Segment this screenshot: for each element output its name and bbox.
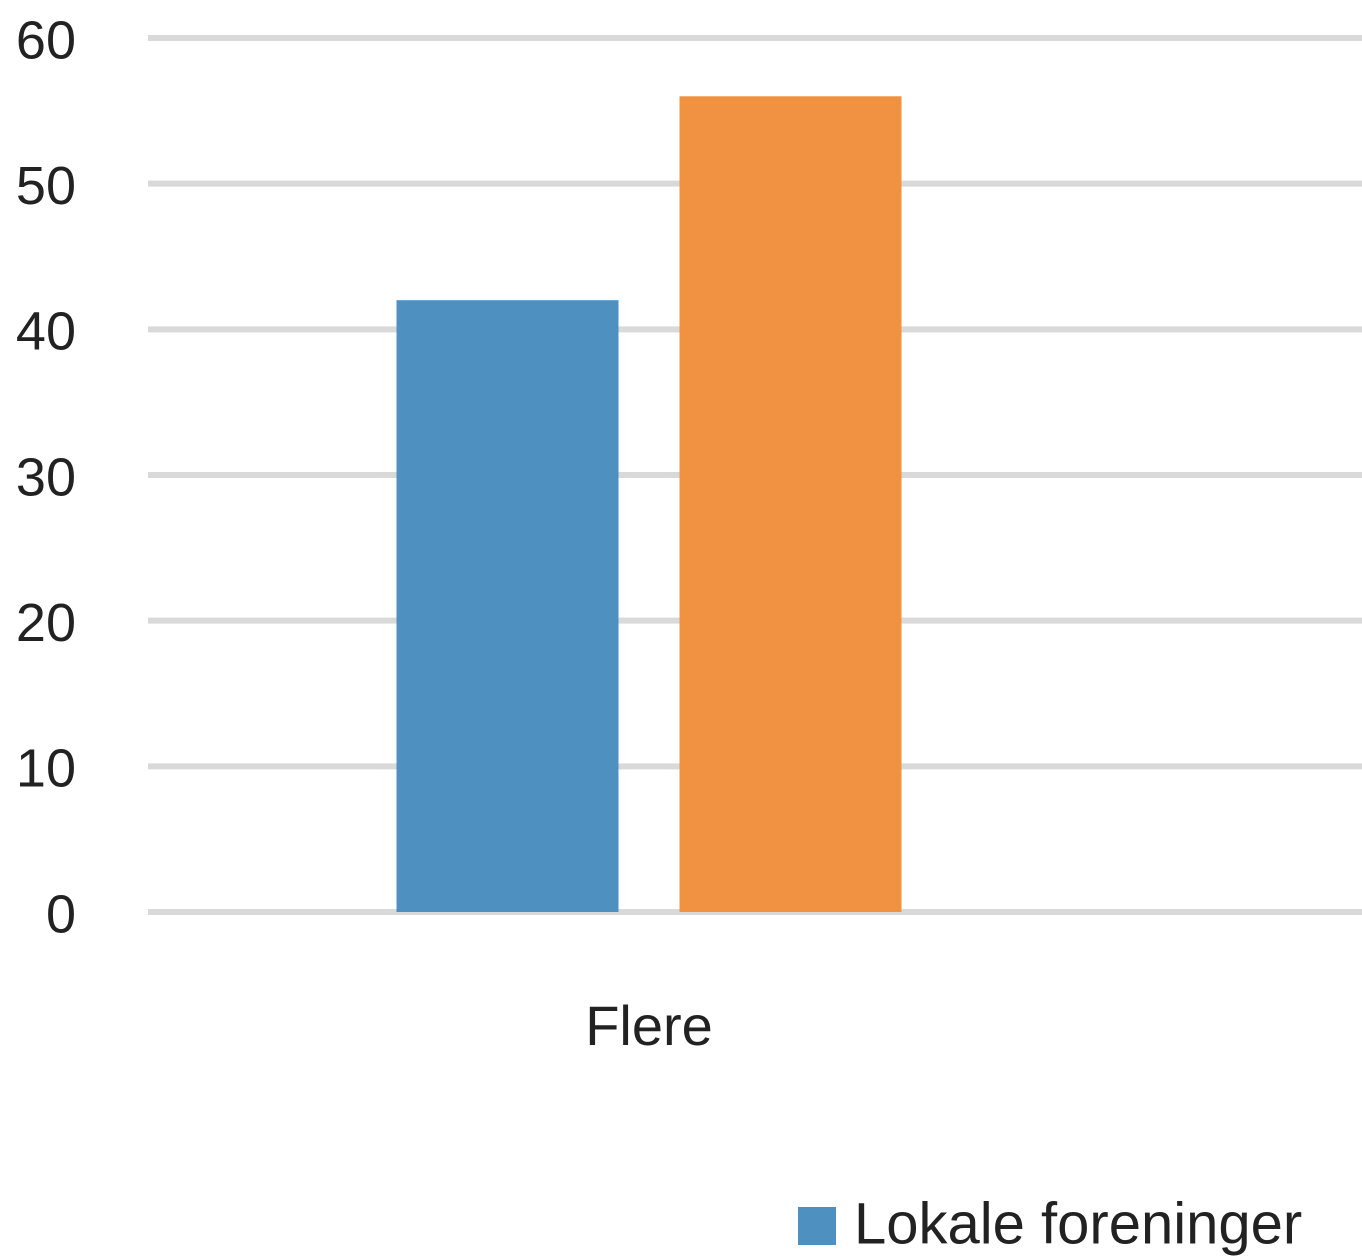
legend-label: Lokale foreninger	[854, 1191, 1302, 1256]
legend-swatch	[798, 1207, 836, 1245]
bar	[679, 96, 902, 913]
y-tick-label: 40	[16, 302, 76, 362]
y-tick-label: 60	[16, 10, 76, 70]
y-tick-label: 10	[16, 739, 76, 799]
y-tick-label: 50	[16, 156, 76, 216]
y-tick-label: 20	[16, 593, 76, 653]
bar	[396, 300, 619, 912]
x-tick-label: Flere	[585, 994, 713, 1057]
y-tick-label: 0	[46, 884, 76, 944]
y-tick-label: 30	[16, 447, 76, 507]
